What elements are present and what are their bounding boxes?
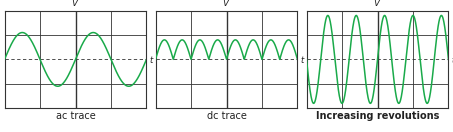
Text: $V$: $V$ — [373, 0, 382, 8]
Text: $t$: $t$ — [149, 54, 155, 65]
X-axis label: ac trace: ac trace — [56, 111, 96, 121]
Text: $t$: $t$ — [300, 54, 306, 65]
Text: $V$: $V$ — [222, 0, 231, 8]
X-axis label: dc trace: dc trace — [207, 111, 246, 121]
Text: $V$: $V$ — [71, 0, 80, 8]
Text: $t$: $t$ — [451, 54, 453, 65]
X-axis label: Increasing revolutions: Increasing revolutions — [316, 111, 439, 121]
